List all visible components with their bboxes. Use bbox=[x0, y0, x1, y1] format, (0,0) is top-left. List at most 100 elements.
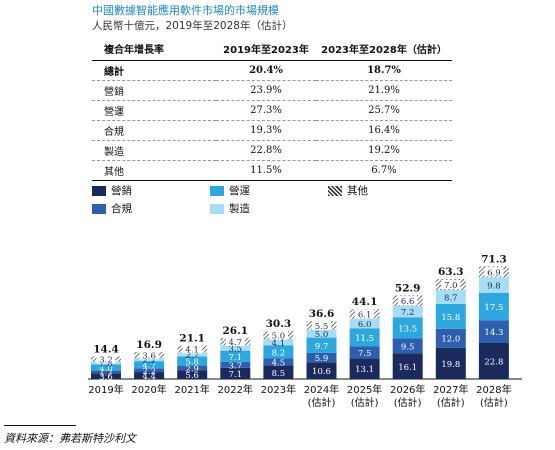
bar-segment-marketing bbox=[306, 362, 337, 379]
bar-segment-marketing bbox=[134, 372, 165, 379]
cagr-row-period2: 16.4% bbox=[316, 120, 452, 141]
label-backdrop bbox=[398, 296, 418, 306]
data-label-marketing: 4.4 bbox=[142, 372, 156, 382]
data-label-compliance: 5.9 bbox=[315, 354, 329, 364]
category-label: (估計) bbox=[437, 396, 465, 409]
data-label-manufacturing: 3.5 bbox=[229, 344, 243, 354]
category-label: 2026年 bbox=[390, 383, 425, 396]
data-label-compliance: 1.7 bbox=[99, 368, 113, 378]
source-divider bbox=[4, 425, 76, 426]
data-label-marketing: 13.1 bbox=[355, 365, 374, 375]
bar-segment-operations bbox=[435, 303, 466, 329]
category-label: 2019年 bbox=[88, 383, 123, 396]
cagr-row-period1: 22.8% bbox=[216, 140, 316, 161]
cagr-row: 營運 27.3% 25.7% bbox=[92, 100, 452, 121]
data-label-other: 6.6 bbox=[401, 297, 415, 307]
legend-swatch-manufacturing bbox=[210, 203, 224, 214]
data-label-other: 5.5 bbox=[315, 322, 329, 332]
total-label: 71.3 bbox=[481, 253, 507, 265]
cagr-row-label: 其他 bbox=[92, 160, 216, 181]
bar-segment-compliance bbox=[478, 320, 509, 343]
data-label-manufacturing: 8.7 bbox=[444, 293, 458, 303]
data-label-operations: 15.8 bbox=[441, 313, 460, 323]
cagr-row-period2: 25.7% bbox=[316, 100, 452, 121]
bar-segment-marketing bbox=[220, 367, 251, 379]
bar-segment-compliance bbox=[220, 361, 251, 368]
bar-segment-operations bbox=[478, 292, 509, 321]
bar-segment-operations bbox=[306, 337, 337, 353]
bar-segment-marketing bbox=[263, 365, 294, 379]
data-label-operations: 17.5 bbox=[484, 303, 503, 313]
data-label-manufacturing: 1.8 bbox=[99, 359, 113, 369]
bar-segment-manufacturing bbox=[349, 318, 380, 329]
cagr-row-period2: 21.9% bbox=[316, 80, 452, 101]
category-label: 2021年 bbox=[174, 383, 209, 396]
data-label-marketing: 3.6 bbox=[99, 373, 113, 383]
cagr-row-label: 製造 bbox=[92, 140, 216, 161]
legend-label-manufacturing: 製造 bbox=[229, 203, 250, 215]
cagr-header-label: 複合年增長率 bbox=[92, 38, 216, 61]
data-label-compliance: 4.5 bbox=[272, 359, 286, 369]
legend-swatch-marketing bbox=[92, 185, 106, 196]
data-label-other: 4.7 bbox=[229, 338, 243, 348]
cagr-row-period1: 11.5% bbox=[216, 160, 316, 181]
data-label-other: 6.1 bbox=[358, 310, 372, 320]
label-backdrop bbox=[139, 350, 159, 360]
data-label-manufacturing: 4.1 bbox=[272, 339, 286, 349]
data-label-marketing: 16.1 bbox=[398, 363, 417, 373]
data-label-other: 3.2 bbox=[99, 355, 113, 365]
data-label-marketing: 7.1 bbox=[229, 370, 243, 380]
legend-item-manufacturing: 製造 bbox=[210, 201, 250, 216]
legend-swatch-operations bbox=[210, 185, 224, 196]
data-label-operations: 11.5 bbox=[355, 334, 374, 344]
legend-swatch-compliance bbox=[92, 203, 106, 214]
chart-subtitle: 人民幣十億元，2019年至2028年（估計） bbox=[92, 20, 293, 32]
total-label: 30.3 bbox=[266, 318, 292, 330]
data-label-compliance: 14.3 bbox=[484, 328, 503, 338]
bar-segment-manufacturing bbox=[263, 339, 294, 346]
cagr-row-label: 總計 bbox=[92, 60, 216, 81]
cagr-row-label: 營銷 bbox=[92, 80, 216, 101]
bar-segment-marketing bbox=[91, 373, 121, 379]
chart-title: 中國數據智能應用軟件市場的市場規模 bbox=[92, 4, 279, 17]
chart-legend: 營銷 營運 其他 合規 製造 bbox=[92, 183, 472, 219]
cagr-row-label: 營運 bbox=[92, 100, 216, 121]
cagr-row-period2: 19.2% bbox=[316, 140, 452, 161]
label-backdrop bbox=[441, 280, 461, 290]
category-label: (估計) bbox=[351, 396, 379, 409]
total-label: 21.1 bbox=[179, 333, 205, 345]
bar-segment-operations bbox=[263, 345, 294, 359]
cagr-row-period2: 18.7% bbox=[316, 60, 452, 81]
data-label-other: 7.0 bbox=[444, 281, 458, 291]
data-label-other: 6.9 bbox=[487, 268, 501, 278]
legend-item-operations: 營運 bbox=[210, 183, 250, 198]
data-label-operations: 9.7 bbox=[315, 342, 329, 352]
data-label-compliance: 12.0 bbox=[441, 335, 460, 345]
cagr-table: 複合年增長率 2019年至2023年 2023年至2028年（估計） 總計 20.… bbox=[92, 38, 452, 181]
data-label-marketing: 22.8 bbox=[484, 357, 503, 367]
bar-segment-marketing bbox=[177, 370, 208, 379]
data-label-compliance: 3.7 bbox=[229, 361, 243, 371]
label-backdrop bbox=[225, 336, 245, 346]
data-label-manufacturing: 2.2 bbox=[142, 356, 156, 366]
category-label: 2024年 bbox=[304, 383, 339, 396]
data-label-operations: 13.5 bbox=[398, 324, 417, 334]
label-backdrop bbox=[312, 320, 331, 330]
cagr-row-period2: 6.7% bbox=[316, 160, 452, 181]
data-label-operations: 5.8 bbox=[185, 357, 199, 367]
total-label: 14.4 bbox=[93, 343, 119, 355]
bar-segment-compliance bbox=[306, 352, 337, 363]
data-label-other: 3.6 bbox=[142, 351, 156, 361]
category-label: 2028年 bbox=[476, 383, 511, 396]
data-label-manufacturing: 2.7 bbox=[185, 351, 199, 361]
legend-item-compliance: 合規 bbox=[92, 201, 132, 216]
bar-segment-manufacturing bbox=[392, 305, 423, 318]
data-label-marketing: 19.8 bbox=[441, 360, 460, 370]
bar-segment-compliance bbox=[91, 370, 121, 374]
data-label-manufacturing: 6.0 bbox=[358, 320, 372, 330]
bar-segment-marketing bbox=[478, 342, 509, 379]
bar-segment-manufacturing bbox=[435, 290, 466, 304]
bar-segment-compliance bbox=[435, 328, 466, 348]
label-backdrop bbox=[268, 330, 288, 340]
cagr-row-period1: 27.3% bbox=[216, 100, 316, 121]
